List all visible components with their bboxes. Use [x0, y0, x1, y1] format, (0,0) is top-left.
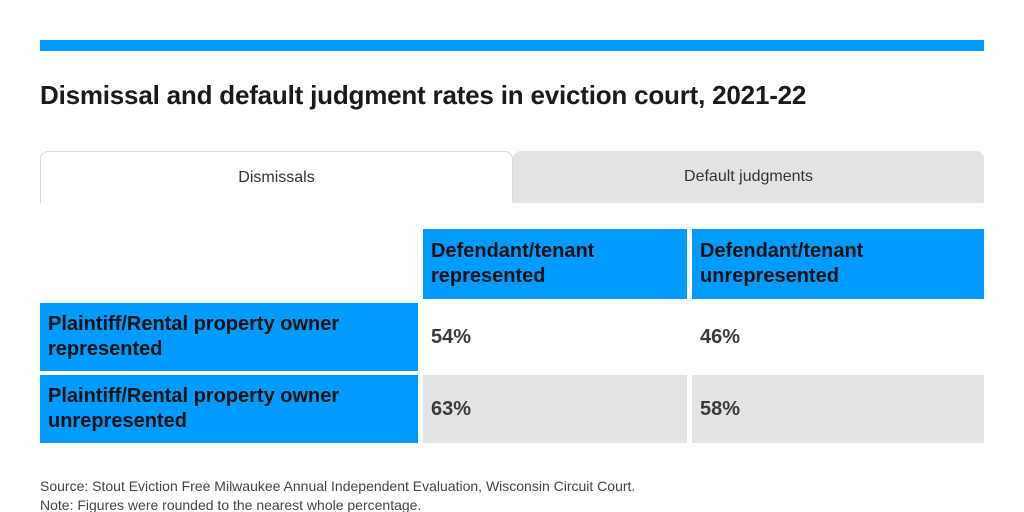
value-plaintiff-unrep-defendant-unrep: 58%: [692, 375, 984, 443]
row-header-plaintiff-represented: Plaintiff/Rental property owner represen…: [40, 303, 418, 371]
tab-bar: Dismissals Default judgments: [40, 151, 984, 203]
accent-bar: [40, 40, 984, 51]
value-plaintiff-rep-defendant-rep: 54%: [423, 303, 687, 371]
tab-default-judgments[interactable]: Default judgments: [513, 151, 984, 203]
table-corner-spacer: [40, 229, 418, 299]
rates-table: Defendant/tenant represented Defendant/t…: [40, 229, 984, 443]
value-plaintiff-rep-defendant-unrep: 46%: [692, 303, 984, 371]
col-header-defendant-unrepresented: Defendant/tenant unrepresented: [692, 229, 984, 299]
page-title: Dismissal and default judgment rates in …: [40, 80, 807, 110]
row-header-plaintiff-unrepresented: Plaintiff/Rental property owner unrepres…: [40, 375, 418, 443]
rounding-note: Note: Figures were rounded to the neares…: [40, 497, 422, 512]
col-header-defendant-represented: Defendant/tenant represented: [423, 229, 687, 299]
footer-notes: Source: Stout Eviction Free Milwaukee An…: [40, 477, 984, 512]
eviction-rates-graphic: Dismissal and default judgment rates in …: [40, 0, 984, 512]
source-note: Source: Stout Eviction Free Milwaukee An…: [40, 478, 636, 494]
tab-dismissals[interactable]: Dismissals: [40, 151, 513, 203]
value-plaintiff-unrep-defendant-rep: 63%: [423, 375, 687, 443]
